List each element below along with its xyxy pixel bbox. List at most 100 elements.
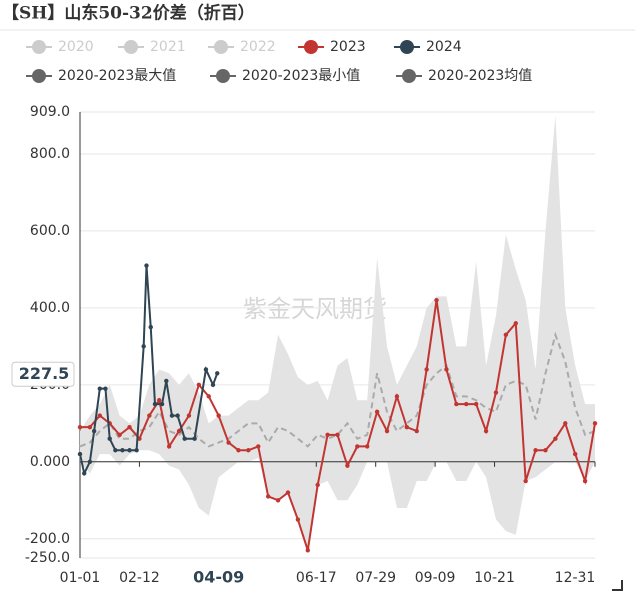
data-point [169,413,175,418]
data-point [325,432,330,438]
data-point [553,436,558,441]
data-point [513,321,518,326]
legend-label: 2020-2023均值 [428,68,532,84]
legend-marker [216,69,230,83]
data-point [127,424,132,430]
data-point [365,444,370,449]
data-point [117,432,122,438]
data-point [87,424,93,430]
legend-label: 2020-2023最大值 [58,68,176,84]
data-point [483,428,489,434]
data-point [157,398,162,403]
data-point [176,428,182,434]
data-point [148,324,153,330]
data-point [134,448,139,453]
data-point [246,448,251,453]
data-point [226,440,231,445]
mean-line [79,331,596,448]
data-point [186,413,192,418]
data-point [592,421,598,426]
data-point [335,432,340,438]
data-point [256,444,261,449]
data-point [113,448,118,453]
data-point [444,367,449,372]
data-point [215,371,220,376]
data-point [503,332,509,338]
x-tick-label: 01-01 [60,570,101,586]
data-point [285,490,291,495]
data-point [77,451,83,457]
data-point [384,428,390,434]
data-point [236,448,241,453]
data-point [265,494,271,499]
pointer-x-box [186,566,251,590]
data-point [97,386,103,391]
legend-label: 2021 [150,39,186,55]
y-tick-label: 600.0 [30,223,70,239]
data-point [275,498,281,503]
data-point [216,413,221,418]
legend-marker [214,40,228,54]
data-point [582,478,588,484]
legend-marker [402,69,416,83]
data-point [166,444,172,449]
data-point [120,448,125,453]
legend-marker [400,40,414,54]
legend-label: 2024 [426,39,462,55]
data-point [454,401,459,407]
data-point [192,436,197,441]
y-tick-label: -200.0 [25,531,70,547]
data-point [493,390,499,395]
data-point [414,428,419,434]
data-point [82,471,87,476]
data-point [543,448,548,453]
x-tick-label: 07-29 [355,570,396,586]
chart-title: 【SH】山东50-32价差（折百） [2,3,255,24]
data-point [206,394,211,399]
data-point [103,386,108,391]
watermark: 紫金天风期货 [243,295,387,323]
data-point [345,463,350,468]
data-point [305,548,310,553]
data-point [196,382,202,388]
y-tick-label: -250.0 [25,550,70,566]
x-tick-label: 12-31 [555,570,596,586]
data-point [182,436,187,441]
data-point [107,436,112,441]
data-point [203,367,209,372]
data-point [144,263,149,268]
y-tick-label: 800.0 [30,146,70,162]
data-point [434,297,439,303]
data-point [159,401,165,407]
legend-label: 2020 [58,39,94,55]
data-point [315,482,320,488]
data-point [210,382,216,388]
y-tick-label: 0.000 [30,454,70,470]
legend-label: 2020-2023最小值 [242,68,360,84]
data-point [127,448,132,453]
legend-marker [32,69,46,83]
data-point [404,424,410,430]
data-point [523,478,528,484]
legend-marker [32,40,46,54]
x-tick-label: 10-21 [474,570,515,586]
data-point [147,413,152,418]
data-point [355,444,360,449]
x-tick-label: 02-12 [119,570,160,586]
y-tick-label: 909.0 [30,104,70,120]
data-point [374,409,380,414]
data-point [473,401,479,407]
data-point [464,401,469,407]
range-band [80,115,595,551]
data-point [91,428,97,434]
legend-marker [304,40,318,54]
data-point [572,451,578,457]
data-point [141,344,146,349]
data-point [164,378,169,384]
data-point [533,448,538,453]
data-point [563,421,568,426]
data-point [394,394,400,399]
data-point [87,459,93,464]
